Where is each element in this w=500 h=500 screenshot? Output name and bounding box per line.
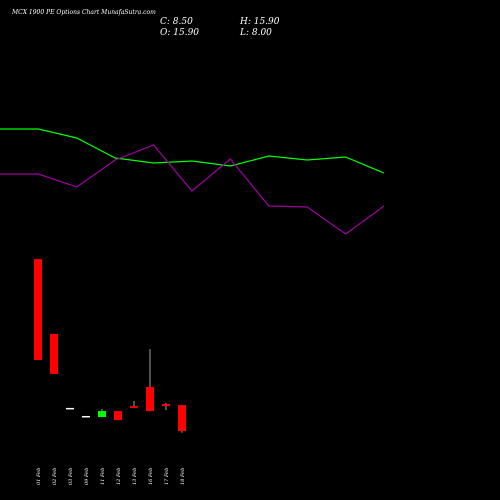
candle-body <box>50 334 58 374</box>
x-tick-label: 12 Feb <box>116 468 122 485</box>
candle-body <box>130 406 138 408</box>
chart-title: MCX 1900 PE Options Chart MunafaSutra.co… <box>11 9 156 16</box>
ohlc-label: L: 8.00 <box>239 28 272 38</box>
ohlc-label: C: 8.50 <box>160 17 193 27</box>
x-tick-label: 17 Feb <box>164 468 170 485</box>
candle-body <box>178 405 186 432</box>
x-tick-label: 16 Feb <box>148 468 154 485</box>
x-tick-label: 18 Feb <box>180 468 186 485</box>
candle-body <box>98 411 106 418</box>
candle-body <box>34 259 42 360</box>
x-tick-label: 09 Feb <box>84 468 90 485</box>
ohlc-label: H: 15.90 <box>239 17 280 27</box>
x-tick-label: 02 Feb <box>52 468 58 485</box>
x-tick-label: 13 Feb <box>132 468 138 485</box>
x-tick-label: 03 Feb <box>68 468 74 485</box>
candle-body <box>82 415 90 418</box>
x-tick-label: 11 Feb <box>100 468 106 485</box>
candle-body <box>114 411 122 421</box>
candle-body <box>162 404 170 407</box>
ohlc-label: O: 15.90 <box>160 28 199 38</box>
indicator-line <box>0 128 385 174</box>
x-tick-label: 01 Feb <box>36 468 42 485</box>
candle-body <box>146 386 154 412</box>
indicator-line <box>0 144 385 235</box>
candle-body <box>66 407 74 410</box>
